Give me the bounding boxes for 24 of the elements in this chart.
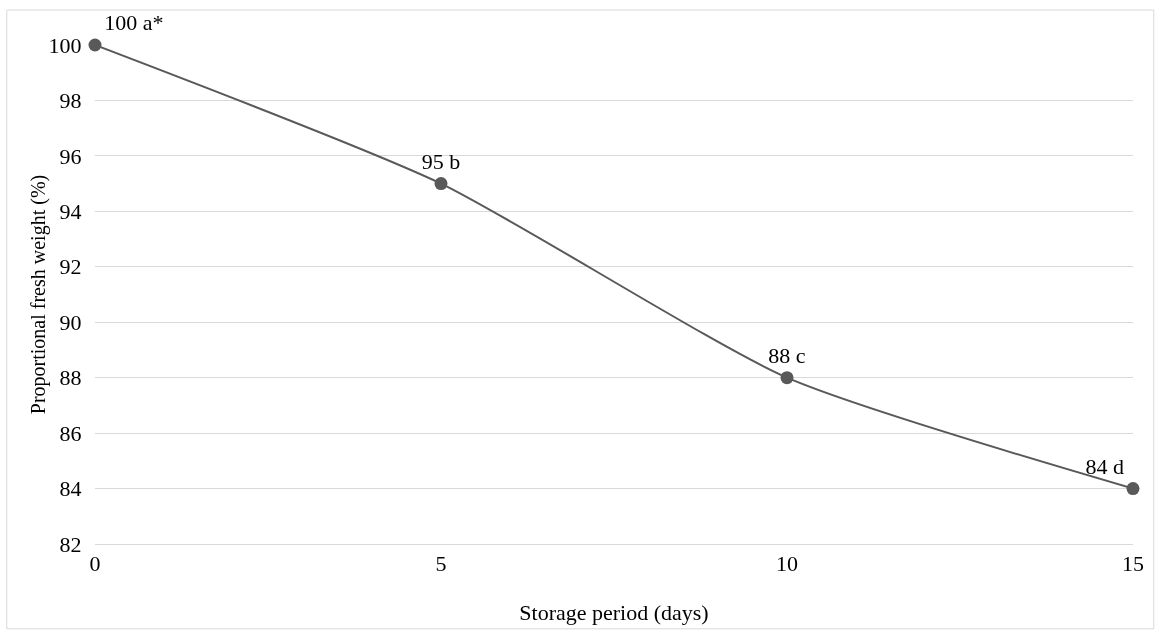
y-tick-label: 94: [59, 199, 82, 225]
point: [1126, 482, 1140, 496]
point: [88, 38, 102, 52]
y-tick-label: 96: [59, 143, 82, 169]
y-tick-label: 98: [59, 88, 82, 114]
x-tick-label: 15: [1122, 551, 1144, 577]
y-tick-label: 88: [59, 365, 82, 391]
data-label: 100 a*: [104, 10, 164, 36]
x-tick-label: 5: [435, 551, 447, 577]
y-tick-label: 86: [59, 420, 82, 446]
data-label: 84 d: [1085, 453, 1124, 479]
y-tick-label: 100: [48, 32, 82, 58]
y-tick-label: 90: [59, 309, 82, 335]
x-tick-label: 10: [776, 551, 798, 577]
x-axis-title: Storage period (days): [519, 600, 709, 625]
point: [780, 371, 794, 385]
point: [434, 177, 448, 191]
y-tick-label: 92: [59, 254, 82, 280]
y-tick-label: 82: [59, 531, 82, 557]
data-label: 88 c: [768, 343, 806, 369]
x-tick-label: 0: [89, 551, 101, 577]
y-axis-title: Proportional fresh weight (%): [27, 174, 50, 415]
data-label: 95 b: [421, 148, 461, 174]
y-tick-label: 84: [59, 476, 82, 502]
